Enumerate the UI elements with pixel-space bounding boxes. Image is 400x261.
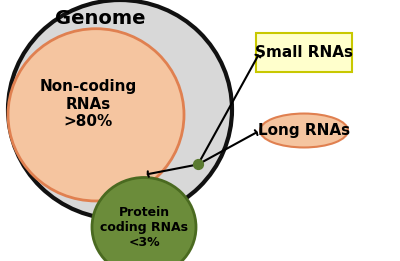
Text: Long RNAs: Long RNAs — [258, 123, 350, 138]
Point — [195, 162, 201, 167]
Text: Small RNAs: Small RNAs — [255, 45, 353, 60]
Ellipse shape — [8, 0, 232, 219]
FancyBboxPatch shape — [256, 33, 352, 72]
Ellipse shape — [92, 177, 196, 261]
Ellipse shape — [8, 29, 184, 201]
Ellipse shape — [260, 114, 348, 147]
Text: Genome: Genome — [55, 9, 145, 28]
Text: Protein
coding RNAs
<3%: Protein coding RNAs <3% — [100, 206, 188, 248]
Text: Non-coding
RNAs
>80%: Non-coding RNAs >80% — [39, 80, 137, 129]
